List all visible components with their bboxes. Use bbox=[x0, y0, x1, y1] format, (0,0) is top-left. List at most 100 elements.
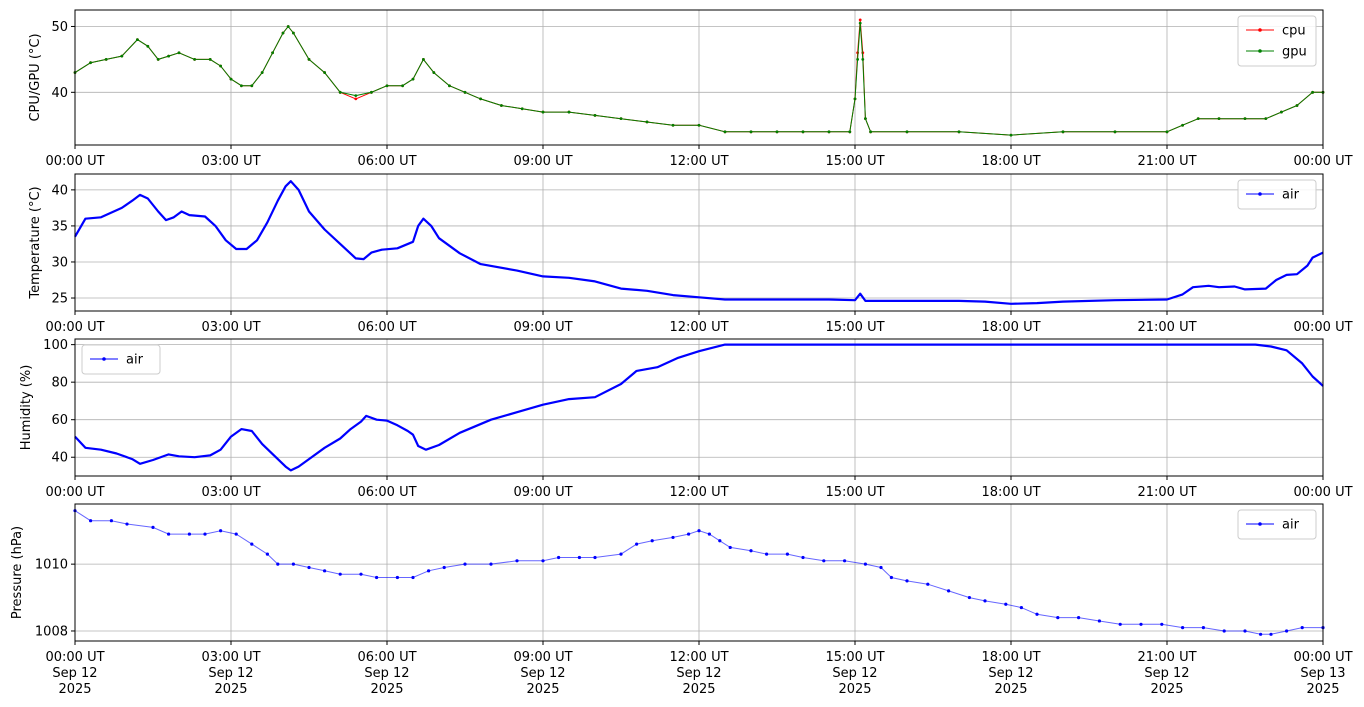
panel1-gpu-point-8 bbox=[177, 51, 181, 55]
panel4-xtick-label-7: 21:00 UT bbox=[1137, 650, 1196, 665]
panel1-gpu-point-61 bbox=[1196, 117, 1200, 121]
panel1-gpu-point-23 bbox=[354, 94, 358, 98]
panel1-gpu-point-19 bbox=[292, 31, 295, 35]
panel1-gpu-point-67 bbox=[1311, 90, 1314, 94]
panel1-gpu-point-7 bbox=[167, 54, 171, 58]
panel1-gpu-point-65 bbox=[1280, 110, 1283, 114]
panel2-legend-marker-air bbox=[1258, 192, 1262, 196]
panel4-xtick-date-2: Sep 12 bbox=[364, 666, 409, 681]
panel1-gpu-point-5 bbox=[146, 44, 150, 48]
panel1-xtick-label-1: 03:00 UT bbox=[201, 154, 260, 169]
panel1-gpu-point-14 bbox=[250, 84, 254, 88]
panel1-legend bbox=[1237, 15, 1317, 67]
panel4-xtick-year-7: 2025 bbox=[1150, 682, 1183, 697]
panel1-gpu-point-46 bbox=[827, 130, 831, 134]
panel1-gpu-point-24 bbox=[370, 90, 373, 94]
panel1-gpu-point-51 bbox=[861, 57, 865, 61]
panel3-xtick-label-4: 12:00 UT bbox=[669, 485, 728, 500]
panel4-ytick-label-0: 1008 bbox=[35, 624, 68, 639]
panel1-gpu-point-41 bbox=[697, 123, 701, 127]
panel4-legend-label-air: air bbox=[1282, 518, 1300, 533]
panel3-legend bbox=[81, 344, 161, 375]
panel1-gpu-point-49 bbox=[856, 57, 859, 61]
panel1-ylabel: CPU/GPU (°C) bbox=[28, 33, 43, 121]
panel4-xtick-label-3: 09:00 UT bbox=[513, 650, 572, 665]
panel4-xtick-year-6: 2025 bbox=[994, 682, 1027, 697]
panel1-gpu-point-57 bbox=[1061, 130, 1065, 134]
panel1-gpu-point-15 bbox=[260, 71, 264, 74]
panel4-xtick-date-0: Sep 12 bbox=[52, 666, 97, 681]
panel2-xtick-label-2: 06:00 UT bbox=[357, 320, 416, 335]
panel1-gpu-point-62 bbox=[1217, 117, 1221, 121]
panel4-xtick-date-6: Sep 12 bbox=[988, 666, 1033, 681]
panel1-legend-label-cpu: cpu bbox=[1282, 24, 1306, 39]
panel4-xtick-date-3: Sep 12 bbox=[520, 666, 565, 681]
panel4-series-air-line bbox=[74, 510, 1323, 635]
panel1-cpu-point-50 bbox=[858, 18, 862, 22]
panel1-gpu-point-34 bbox=[520, 107, 524, 111]
panel1-ytick-label-1: 50 bbox=[51, 20, 68, 35]
panel2-xtick-label-3: 09:00 UT bbox=[513, 320, 572, 335]
panel4-xtick-year-4: 2025 bbox=[682, 682, 715, 697]
panel3-ytick-label-2: 80 bbox=[51, 376, 68, 391]
panel1-gpu-point-31 bbox=[463, 90, 467, 94]
panel4-xtick-label-4: 12:00 UT bbox=[669, 650, 728, 665]
panel1-gpu-point-22 bbox=[338, 90, 342, 94]
panel1-xtick-label-3: 09:00 UT bbox=[513, 154, 572, 169]
panel3-xtick-label-7: 21:00 UT bbox=[1137, 485, 1196, 500]
panel2-xtick-label-5: 15:00 UT bbox=[825, 320, 884, 335]
panel2-xtick-label-4: 12:00 UT bbox=[669, 320, 728, 335]
panel3-xtick-label-0: 00:00 UT bbox=[45, 485, 104, 500]
panel4-xtick-label-0: 00:00 UT bbox=[45, 650, 104, 665]
panel1-gpu-point-16 bbox=[271, 51, 274, 55]
panel1-xtick-label-8: 00:00 UT bbox=[1293, 154, 1352, 169]
panel1-gpu-point-11 bbox=[219, 64, 223, 68]
panel1-gpu-point-45 bbox=[801, 130, 805, 134]
panel1-xtick-label-0: 00:00 UT bbox=[45, 154, 104, 169]
panel1-gpu-point-40 bbox=[671, 123, 675, 127]
panel2-ytick-label-3: 40 bbox=[51, 183, 68, 198]
panel1-gpu-point-44 bbox=[775, 130, 779, 134]
panel4-xtick-date-4: Sep 12 bbox=[676, 666, 721, 681]
panel4-xtick-label-8: 00:00 UT bbox=[1293, 650, 1352, 665]
panel1-gpu-point-3 bbox=[120, 54, 124, 58]
panel1-gpu-point-38 bbox=[619, 117, 623, 121]
panel1-gpu-point-20 bbox=[307, 57, 311, 61]
panel4-xtick-year-1: 2025 bbox=[214, 682, 247, 697]
panel4-xtick-label-1: 03:00 UT bbox=[201, 650, 260, 665]
panel1-xtick-label-6: 18:00 UT bbox=[981, 154, 1040, 169]
panel1-gpu-point-50 bbox=[858, 21, 862, 25]
panel1-gpu-point-52 bbox=[864, 117, 867, 121]
panel4-xtick-year-0: 2025 bbox=[58, 682, 91, 697]
panel1-legend-label-gpu: gpu bbox=[1282, 45, 1307, 60]
panel2-ytick-label-2: 35 bbox=[51, 219, 68, 234]
panel4-xtick-label-6: 18:00 UT bbox=[981, 650, 1040, 665]
panel4-legend-marker-air bbox=[1258, 522, 1262, 526]
panel4-xtick-label-2: 06:00 UT bbox=[357, 650, 416, 665]
panel2-xtick-label-1: 03:00 UT bbox=[201, 320, 260, 335]
panel2-xtick-label-6: 18:00 UT bbox=[981, 320, 1040, 335]
panel4-xtick-year-5: 2025 bbox=[838, 682, 871, 697]
panel3-ylabel: Humidity (%) bbox=[19, 365, 34, 451]
panel1-legend-marker-cpu bbox=[1258, 28, 1262, 32]
panel1-legend-marker-gpu bbox=[1258, 49, 1262, 53]
panel2-ylabel: Temperature (°C) bbox=[28, 186, 43, 299]
panel1-gpu-point-56 bbox=[1009, 133, 1013, 137]
panel3-xtick-label-3: 09:00 UT bbox=[513, 485, 572, 500]
panel1-gpu-point-54 bbox=[905, 130, 909, 134]
panel1-gpu-point-36 bbox=[567, 110, 571, 114]
panel3-ytick-label-3: 100 bbox=[43, 338, 68, 353]
panel1-xtick-label-5: 15:00 UT bbox=[825, 154, 884, 169]
panel1-gpu-point-47 bbox=[848, 130, 852, 134]
panel4-xtick-label-5: 15:00 UT bbox=[825, 650, 884, 665]
panel2-series-air-line bbox=[74, 180, 1324, 305]
panel1-gpu-point-66 bbox=[1295, 104, 1299, 107]
panel2-legend-label-air: air bbox=[1282, 188, 1300, 203]
panel1-gpu-point-32 bbox=[479, 97, 482, 101]
panel1-gpu-point-30 bbox=[448, 84, 451, 88]
panel3-legend-marker-air bbox=[102, 357, 106, 361]
panel1-gpu-point-63 bbox=[1243, 117, 1247, 121]
panel1-gpu-point-13 bbox=[240, 84, 243, 88]
panel1-xtick-label-7: 21:00 UT bbox=[1137, 154, 1196, 169]
